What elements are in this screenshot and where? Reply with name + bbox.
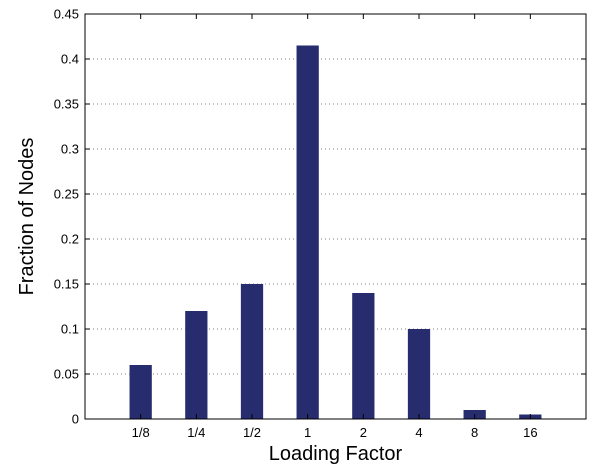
- y-axis-ticks: 0 0.05 0.1 0.15 0.2 0.25 0.3 0.35 0.4 0.45: [54, 7, 586, 427]
- y-axis-label: Fraction of Nodes: [16, 138, 38, 296]
- x-tick-label: 1/8: [132, 425, 150, 440]
- y-tick-label: 0.45: [54, 7, 79, 22]
- bar: [240, 284, 264, 419]
- y-tick-label: 0.25: [54, 187, 79, 202]
- x-axis-ticks: 1/8 1/4 1/2 1 2 4 8 16: [132, 14, 538, 440]
- y-tick-label: 0.35: [54, 97, 79, 112]
- y-tick-label: 0.4: [61, 52, 79, 67]
- x-tick-label: 2: [360, 425, 367, 440]
- x-tick-label: 1/4: [187, 425, 205, 440]
- x-tick-label: 1/2: [243, 425, 261, 440]
- x-axis-label: Loading Factor: [269, 443, 403, 465]
- x-tick-label: 1: [304, 425, 311, 440]
- y-tick-label: 0: [72, 412, 79, 427]
- x-tick-label: 16: [523, 425, 537, 440]
- bar: [407, 329, 431, 419]
- y-tick-label: 0.3: [61, 142, 79, 157]
- bar: [129, 365, 152, 419]
- y-tick-label: 0.2: [61, 232, 79, 247]
- bar: [185, 311, 208, 419]
- bar: [352, 293, 375, 419]
- plot-frame: [84, 13, 587, 420]
- y-tick-label: 0.05: [54, 367, 79, 382]
- y-tick-label: 0.1: [61, 322, 79, 337]
- x-tick-label: 4: [415, 425, 422, 440]
- x-tick-label: 8: [471, 425, 478, 440]
- y-tick-label: 0.15: [54, 277, 79, 292]
- bar: [296, 45, 319, 419]
